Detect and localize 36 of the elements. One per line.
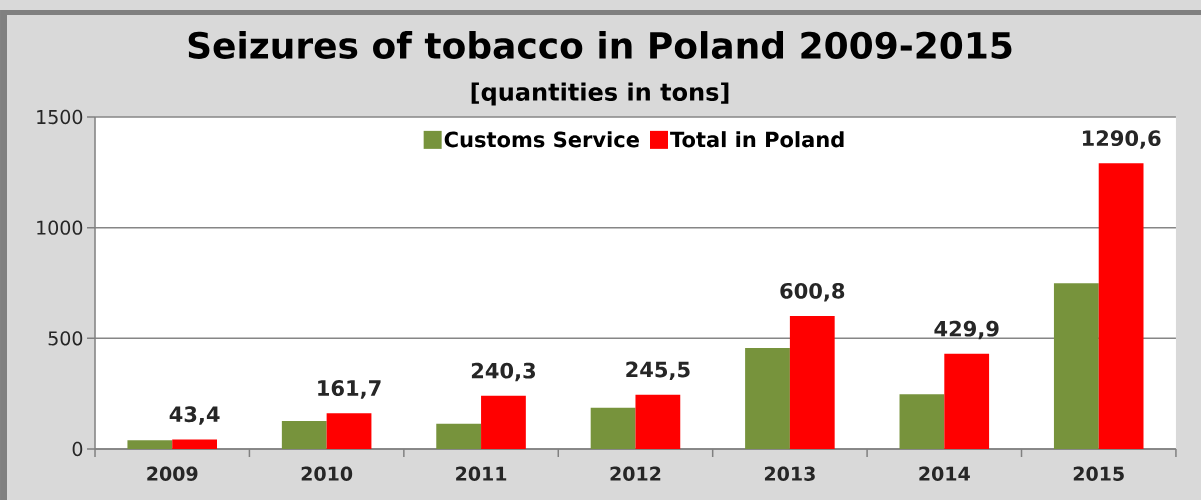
x-tick-label: 2015	[1073, 466, 1124, 481]
data-label: 240,3	[471, 362, 535, 382]
legend-label: Customs Service	[444, 131, 639, 148]
bar	[436, 423, 482, 449]
bar	[635, 394, 681, 449]
x-tick-label: 2009	[147, 466, 198, 481]
bar	[1098, 163, 1144, 449]
x-tick-label: 2010	[301, 466, 353, 481]
y-tick-label: 1000	[37, 220, 83, 235]
data-label: 600,8	[780, 282, 845, 302]
data-label: 43,4	[169, 406, 220, 425]
legend-label: Total in Poland	[670, 131, 844, 148]
y-tick-label: 500	[48, 331, 83, 346]
bar	[745, 348, 790, 449]
bar	[481, 395, 526, 449]
x-tick-label: 2011	[456, 466, 507, 481]
x-tick-label: 2012	[610, 466, 661, 481]
bar	[1053, 283, 1099, 449]
x-tick-label: 2014	[919, 466, 970, 481]
bar	[899, 394, 945, 449]
chart-subtitle: [quantities in tons]	[471, 82, 729, 106]
data-label: 245,5	[626, 361, 690, 381]
bar	[281, 421, 327, 449]
bar	[127, 440, 173, 449]
bar	[944, 353, 990, 449]
y-tick-label: 1500	[37, 109, 83, 125]
bar	[590, 407, 636, 449]
bar	[789, 316, 835, 449]
x-tick-label: 2013	[764, 466, 815, 481]
bar	[172, 439, 218, 449]
data-label: 161,7	[318, 380, 381, 399]
chart-title: Seizures of tobacco in Poland 2009-2015	[188, 31, 1012, 59]
data-label: 1290,6	[1082, 130, 1161, 149]
data-label: 429,9	[934, 320, 999, 340]
y-tick-label: 0	[72, 441, 83, 457]
bar	[326, 413, 372, 449]
